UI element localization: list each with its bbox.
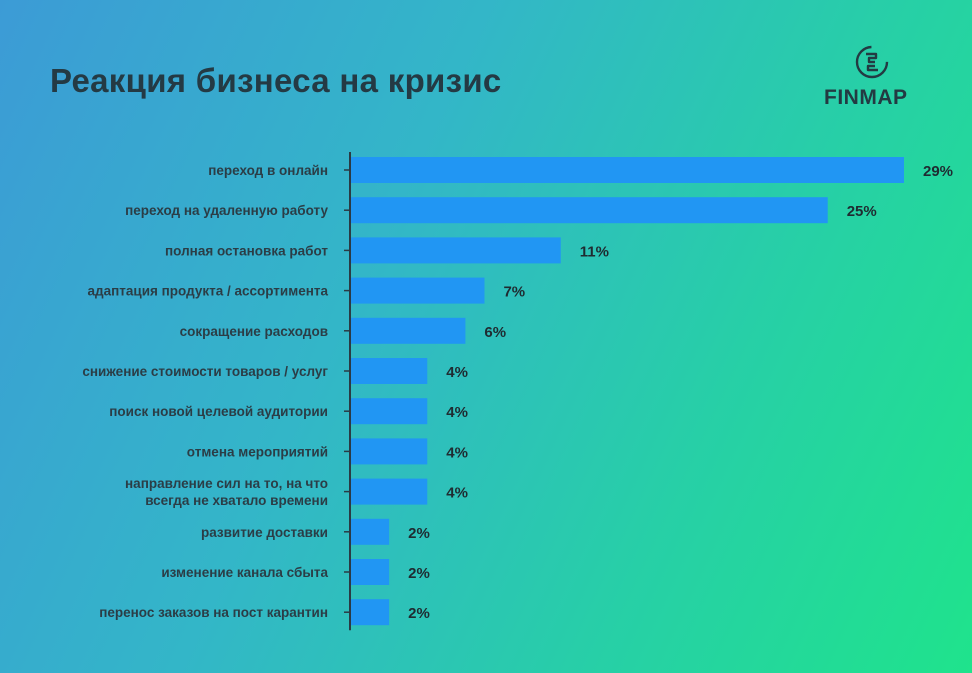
bar [351,599,390,626]
value-label: 7% [503,284,525,301]
category-label: переход в онлайн [208,163,328,178]
category-label: сокращение расходов [180,324,328,339]
value-label: 4% [446,364,468,381]
value-label: 2% [408,525,430,542]
value-label: 25% [847,203,877,220]
category-label: перенос заказов на пост карантин [99,605,328,620]
category-label: адаптация продукта / ассортимента [88,284,329,299]
value-label: 11% [580,243,609,260]
bar [351,197,828,224]
bar [351,157,904,183]
finmap-logo-icon [855,45,889,79]
bar [351,317,466,344]
category-label: снижение стоимости товаров / услуг [82,364,328,379]
value-label: 4% [446,485,468,502]
value-label: 2% [408,605,430,622]
category-label: развитие доставки [201,525,328,540]
category-label: направление сил на то, на что всегда не х… [125,476,328,508]
bar [351,237,561,264]
bar [351,398,428,425]
bar [351,559,390,585]
category-label: отмена мероприятий [187,444,328,459]
brand-logo: FINMAP [820,40,930,120]
bar [351,518,390,545]
value-label: 2% [408,565,430,582]
chart-title: Реакция бизнеса на кризис [50,62,502,99]
category-label: полная остановка работ [165,243,328,258]
bar [351,478,428,505]
value-label: 4% [446,444,468,461]
brand-name: FINMAP [824,86,908,109]
category-label: изменение канала сбыта [161,565,328,580]
category-label: переход на удаленную работу [125,203,328,218]
value-label: 6% [484,324,506,341]
bar [351,277,485,304]
value-label: 4% [446,404,468,421]
value-label: 29% [923,163,953,180]
bar [351,438,428,465]
bar [351,358,428,384]
category-label: поиск новой целевой аудитории [109,404,328,419]
